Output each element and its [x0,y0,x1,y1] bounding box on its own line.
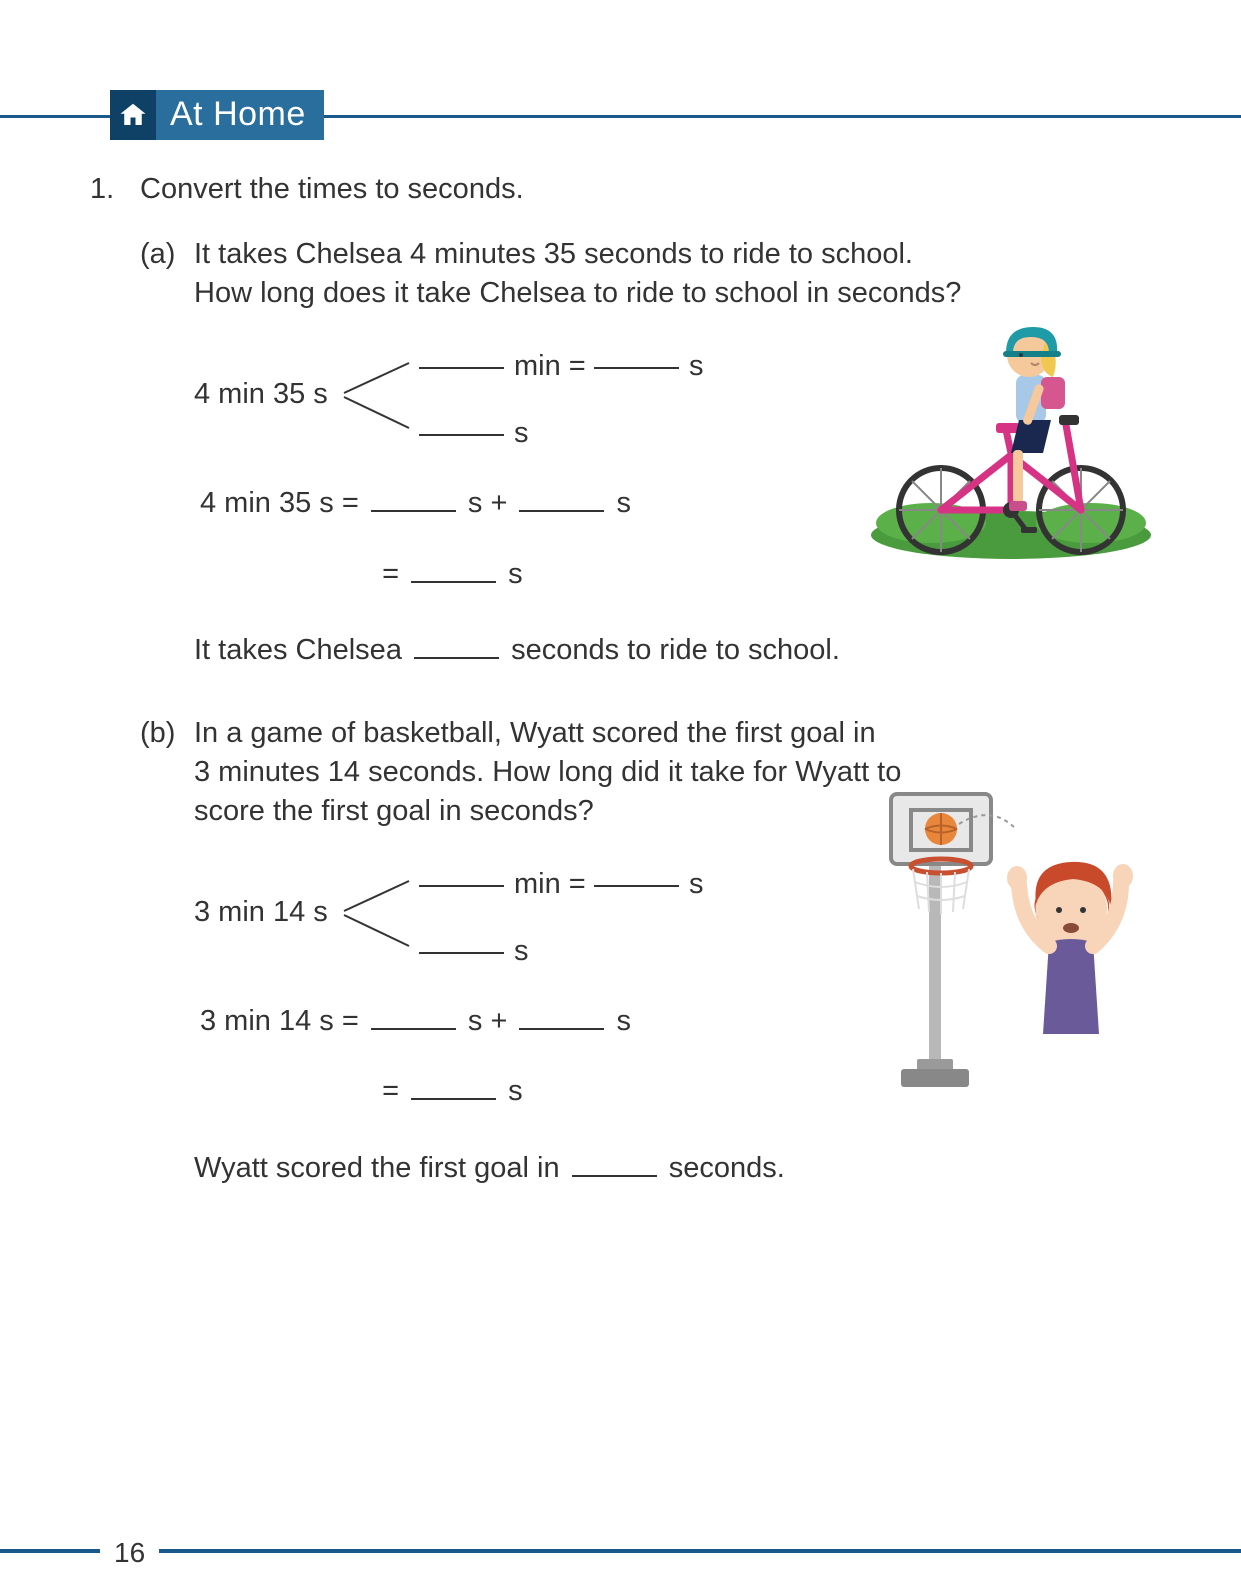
part-a-text: It takes Chelsea 4 minutes 35 seconds to… [194,235,1151,313]
page-number: 16 [100,1537,159,1569]
footer-horizontal-rule [0,1549,1241,1553]
part-b-answer-line: Wyatt scored the first goal in seconds. [194,1148,1151,1188]
part-a-answer-pre: It takes Chelsea [194,634,402,666]
part-b-line2: 3 minutes 14 seconds. How long did it ta… [194,756,901,788]
worksheet-page: At Home 1. Convert the times to seconds.… [0,0,1241,1595]
part-a-label: (a) [140,235,194,670]
part-a-work-area: 4 min 35 s min = s s [194,343,1151,603]
part-a-line1: It takes Chelsea 4 minutes 35 seconds to… [194,238,913,270]
part-a-body: It takes Chelsea 4 minutes 35 seconds to… [194,235,1151,670]
part-a-s-label-1: s [689,350,704,382]
part-b-answer-pre: Wyatt scored the first goal in [194,1152,560,1184]
part-b-label: (b) [140,714,194,1188]
part-b-branch-diagram: 3 min 14 s min = s s [194,861,754,991]
section-heading-title: At Home [156,90,324,140]
part-a-line2: How long does it take Chelsea to ride to… [194,277,961,309]
fill-blank[interactable] [414,630,499,659]
question-prompt: Convert the times to seconds. [140,170,1151,209]
question-number: 1. [90,170,140,1188]
part-b-s-label-1: s [689,868,704,900]
part-b-min-label: min = [514,868,586,900]
part-b-given: 3 min 14 s [194,896,328,928]
question-body: Convert the times to seconds. (a) It tak… [140,170,1151,1188]
part-b-line3: score the first goal in seconds? [194,795,594,827]
part-a-answer-line: It takes Chelsea seconds to ride to scho… [194,630,1151,670]
part-b: (b) In a game of basketball, Wyatt score… [140,714,1151,1188]
part-a-s-label-2: s [514,417,529,449]
part-b-body: In a game of basketball, Wyatt scored th… [194,714,1151,1188]
part-b-line1: In a game of basketball, Wyatt scored th… [194,717,876,749]
part-a-min-label: min = [514,350,586,382]
question-row: 1. Convert the times to seconds. (a) It … [90,170,1151,1188]
house-icon [110,90,156,140]
part-a-answer-post: seconds to ride to school. [511,634,840,666]
part-a-branch-diagram: 4 min 35 s min = s s [194,343,754,473]
part-a: (a) It takes Chelsea 4 minutes 35 second… [140,235,1151,670]
part-b-work-area: 3 min 14 s min = s s [194,861,1151,1091]
part-b-s-label-2: s [514,935,529,967]
section-heading-badge: At Home [110,90,324,140]
part-b-answer-post: seconds. [669,1152,785,1184]
fill-blank[interactable] [572,1148,657,1177]
content-area: 1. Convert the times to seconds. (a) It … [90,170,1151,1188]
part-a-given: 4 min 35 s [194,378,328,410]
